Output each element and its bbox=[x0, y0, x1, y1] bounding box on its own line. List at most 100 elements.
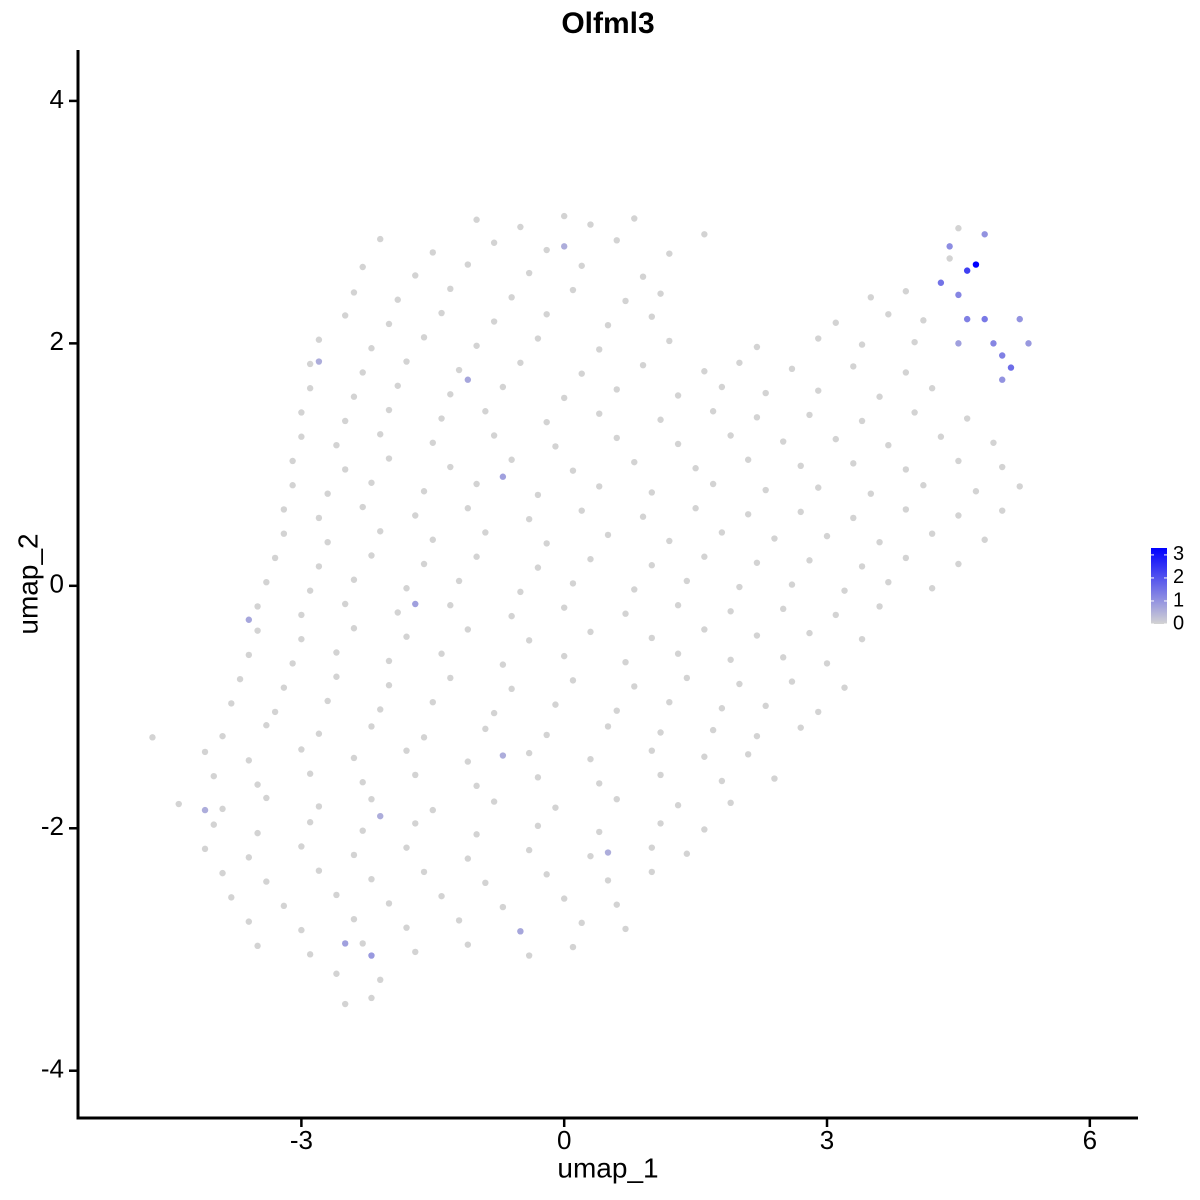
cell-point bbox=[902, 554, 910, 562]
cell-point bbox=[517, 588, 524, 596]
cell-point bbox=[596, 346, 603, 353]
cell-point bbox=[412, 512, 419, 519]
cell-point bbox=[560, 895, 568, 902]
cell-point bbox=[245, 854, 253, 861]
cell-point bbox=[298, 611, 305, 619]
cell-point bbox=[315, 514, 323, 522]
cell-point bbox=[639, 361, 647, 369]
cell-point bbox=[762, 486, 769, 494]
cell-point bbox=[709, 408, 717, 415]
cell-point bbox=[631, 458, 638, 466]
cell-point bbox=[245, 757, 253, 764]
cell-point bbox=[736, 680, 743, 688]
y-tick-label: 2 bbox=[50, 326, 64, 356]
cell-point bbox=[385, 657, 393, 665]
cell-point bbox=[858, 341, 866, 348]
cell-point bbox=[350, 393, 358, 400]
cell-point bbox=[403, 633, 410, 640]
cell-point bbox=[280, 506, 288, 513]
cell-point bbox=[604, 531, 612, 539]
cell-point bbox=[631, 683, 638, 690]
y-tick-label: 4 bbox=[50, 84, 64, 114]
cell-point bbox=[937, 279, 945, 286]
cell-point bbox=[377, 235, 384, 243]
cell-point bbox=[587, 852, 594, 860]
x-tick-label: -3 bbox=[290, 1125, 313, 1155]
cell-point bbox=[525, 952, 533, 959]
cell-point bbox=[771, 535, 778, 542]
cell-point bbox=[236, 675, 244, 683]
cell-point bbox=[525, 269, 533, 277]
cell-point bbox=[902, 288, 910, 295]
cell-point bbox=[219, 732, 226, 740]
cell-point bbox=[499, 473, 507, 480]
cell-point bbox=[368, 345, 375, 352]
cell-point bbox=[420, 334, 428, 341]
cell-point bbox=[341, 466, 349, 473]
cell-point bbox=[1025, 340, 1032, 347]
cell-point bbox=[832, 435, 839, 443]
cell-point bbox=[280, 530, 288, 537]
cell-point bbox=[333, 891, 340, 899]
x-axis-label: umap_1 bbox=[557, 1152, 658, 1183]
cell-point bbox=[753, 414, 761, 421]
cell-point bbox=[464, 261, 472, 268]
cell-point bbox=[596, 483, 603, 490]
cell-point bbox=[999, 507, 1006, 514]
colorbar-label: 2 bbox=[1173, 566, 1184, 588]
cell-point bbox=[648, 489, 656, 496]
y-axis-label: umap_2 bbox=[12, 533, 43, 634]
cell-point bbox=[403, 844, 410, 851]
cell-point bbox=[753, 559, 761, 566]
cell-point bbox=[377, 528, 384, 535]
cell-point bbox=[464, 626, 472, 633]
cell-point bbox=[648, 562, 656, 569]
cell-point bbox=[972, 261, 980, 268]
cell-point bbox=[508, 685, 515, 693]
cell-point bbox=[569, 580, 577, 587]
cell-point bbox=[622, 297, 629, 305]
cell-point bbox=[464, 855, 472, 862]
cell-point bbox=[490, 239, 498, 246]
cell-point bbox=[867, 490, 875, 497]
cell-point bbox=[403, 924, 410, 931]
cell-point bbox=[648, 747, 656, 754]
cell-point bbox=[306, 951, 314, 958]
cell-point bbox=[254, 942, 261, 950]
cell-point bbox=[788, 581, 796, 588]
cell-point bbox=[674, 650, 682, 657]
x-tick-label: 3 bbox=[820, 1125, 834, 1155]
cell-point bbox=[429, 806, 436, 814]
cell-point bbox=[271, 554, 279, 562]
cell-point bbox=[963, 315, 971, 323]
cell-point bbox=[587, 628, 594, 636]
cell-point bbox=[341, 1000, 349, 1008]
cell-point bbox=[569, 943, 577, 951]
chart-title: Olfml3 bbox=[561, 7, 654, 40]
cell-point bbox=[928, 530, 936, 537]
cell-point bbox=[499, 903, 507, 911]
cell-point bbox=[666, 250, 673, 257]
cell-point bbox=[797, 462, 804, 470]
cell-point bbox=[885, 311, 892, 318]
cell-point bbox=[508, 456, 515, 463]
cell-point bbox=[508, 294, 515, 301]
cell-point bbox=[464, 758, 472, 765]
cell-point bbox=[201, 845, 209, 853]
cell-point bbox=[517, 359, 524, 366]
colorbar-label: 1 bbox=[1173, 589, 1184, 611]
cell-point bbox=[858, 417, 866, 425]
cell-point bbox=[341, 940, 349, 947]
cell-point bbox=[534, 822, 542, 830]
cell-point bbox=[210, 821, 217, 828]
cell-point bbox=[780, 605, 787, 613]
cell-point bbox=[315, 336, 323, 343]
cell-point bbox=[490, 798, 498, 805]
cell-point bbox=[902, 466, 910, 473]
cell-point bbox=[1007, 364, 1015, 371]
cell-point bbox=[552, 701, 559, 708]
cell-point bbox=[385, 406, 393, 414]
cell-point bbox=[806, 411, 813, 419]
cell-point bbox=[201, 806, 209, 814]
cell-point bbox=[823, 532, 831, 540]
